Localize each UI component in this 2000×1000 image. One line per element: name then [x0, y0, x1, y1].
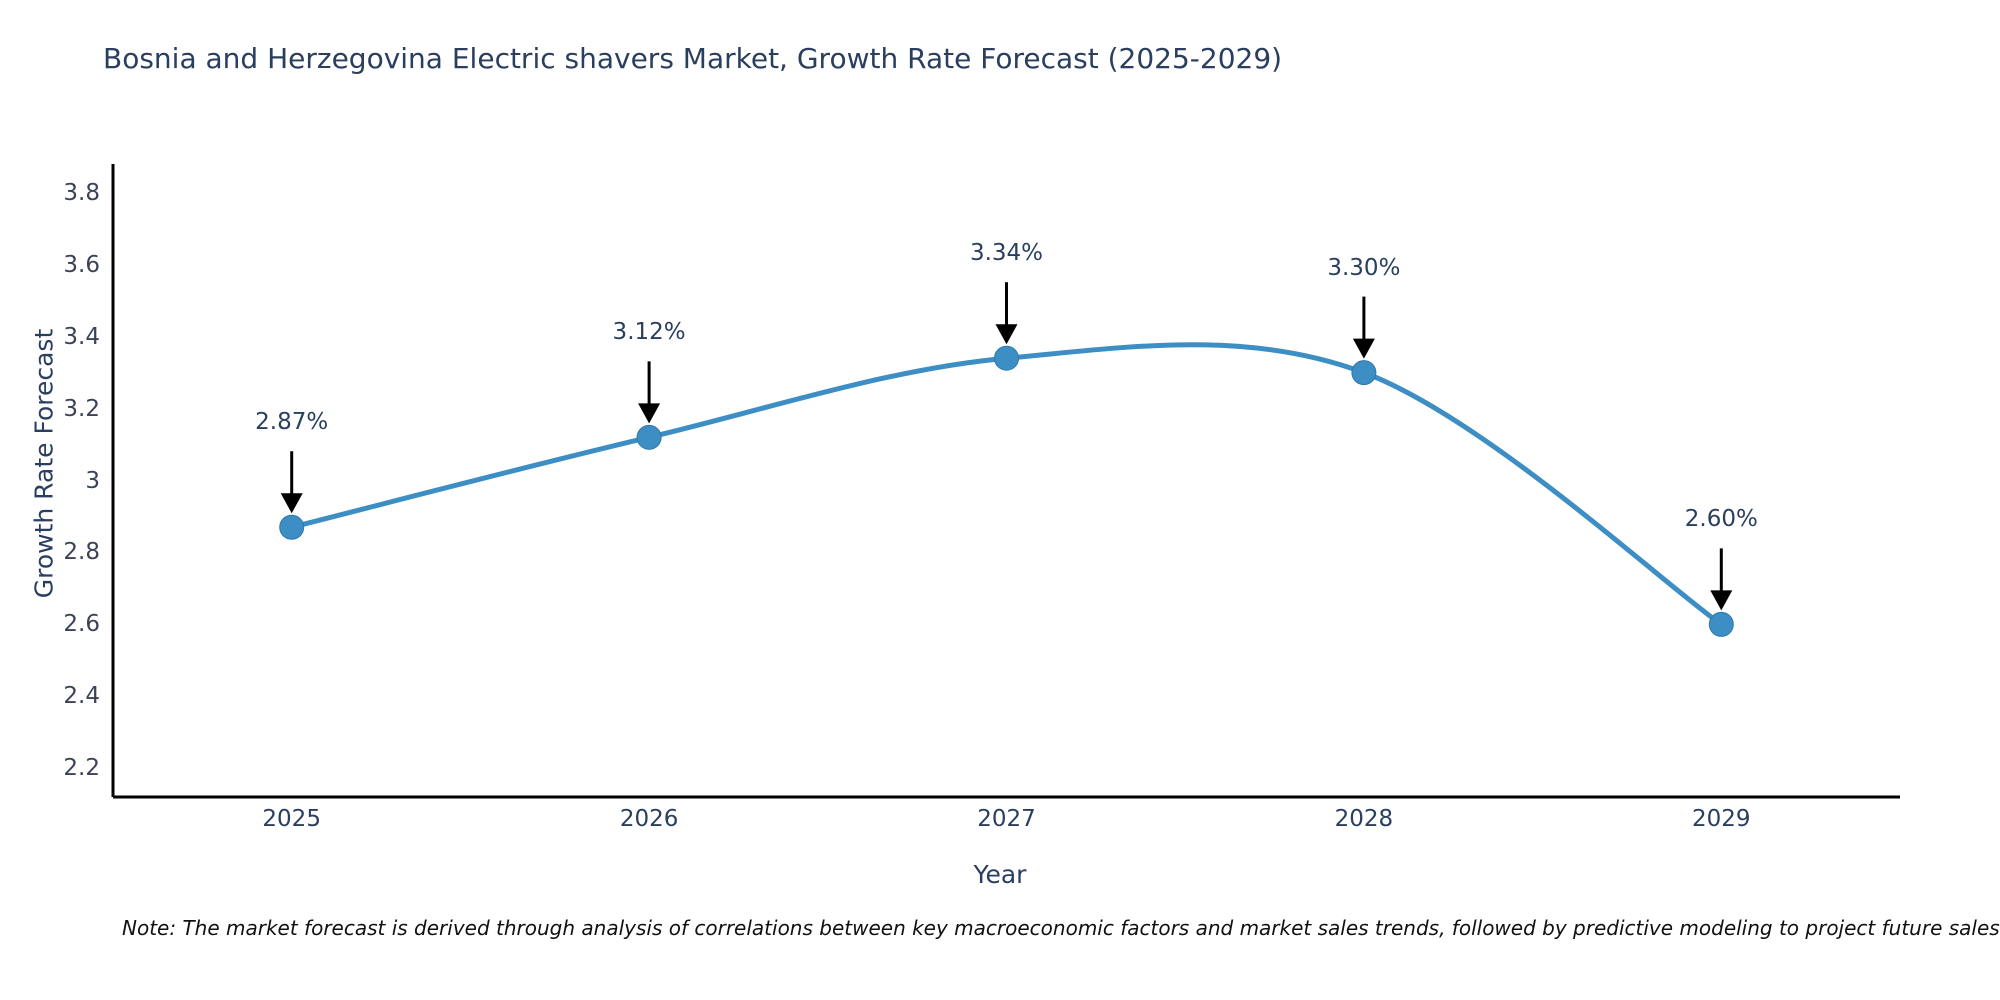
annotation-arrow-head — [638, 403, 661, 424]
annotation-arrows — [280, 282, 1733, 611]
y-tick-label: 3.6 — [63, 251, 100, 278]
x-tick-label: 2026 — [619, 806, 679, 832]
chart-title: Bosnia and Herzegovina Electric shavers … — [103, 42, 1283, 75]
data-point-label: 3.34% — [969, 240, 1044, 267]
data-point-markers — [279, 345, 1734, 637]
footnote-note: Note: The market forecast is derived thr… — [122, 916, 2000, 940]
data-point-label: 2.60% — [1684, 506, 1758, 533]
y-tick-label: 3.4 — [63, 323, 100, 350]
x-axis-title: Year — [973, 860, 1027, 889]
annotation-arrow-head — [1710, 590, 1733, 611]
data-point-label: 3.30% — [1327, 254, 1401, 281]
y-tick-label: 3.2 — [63, 395, 100, 422]
data-point-marker[interactable] — [636, 424, 662, 450]
y-axis-tick-labels: 3.8 3.6 3.4 3.2 3 2.8 2.6 2.4 2.2 — [0, 0, 100, 1000]
y-tick-label: 3.8 — [63, 179, 100, 206]
y-tick-label: 2.6 — [63, 611, 100, 638]
data-point-marker[interactable] — [279, 514, 305, 540]
x-tick-label: 2027 — [977, 806, 1036, 832]
data-point-marker[interactable] — [994, 345, 1019, 371]
axis-lines — [111, 164, 1900, 799]
annotation-arrow-head — [280, 493, 303, 514]
y-tick-label: 2.8 — [63, 539, 100, 566]
x-tick-label: 2028 — [1334, 806, 1394, 832]
data-point-marker[interactable] — [1351, 360, 1377, 386]
data-point-label: 3.12% — [612, 319, 686, 346]
annotation-arrow-head — [995, 324, 1018, 345]
data-point-label: 2.87% — [255, 409, 329, 436]
data-point-marker[interactable] — [1708, 611, 1734, 637]
annotation-arrow-head — [1352, 338, 1375, 359]
y-tick-label: 3 — [85, 467, 100, 494]
x-tick-label: 2025 — [262, 806, 321, 832]
y-tick-label: 2.2 — [63, 755, 100, 782]
y-tick-label: 2.4 — [63, 683, 100, 710]
x-tick-label: 2029 — [1692, 806, 1751, 832]
forecast-line — [289, 342, 1724, 627]
